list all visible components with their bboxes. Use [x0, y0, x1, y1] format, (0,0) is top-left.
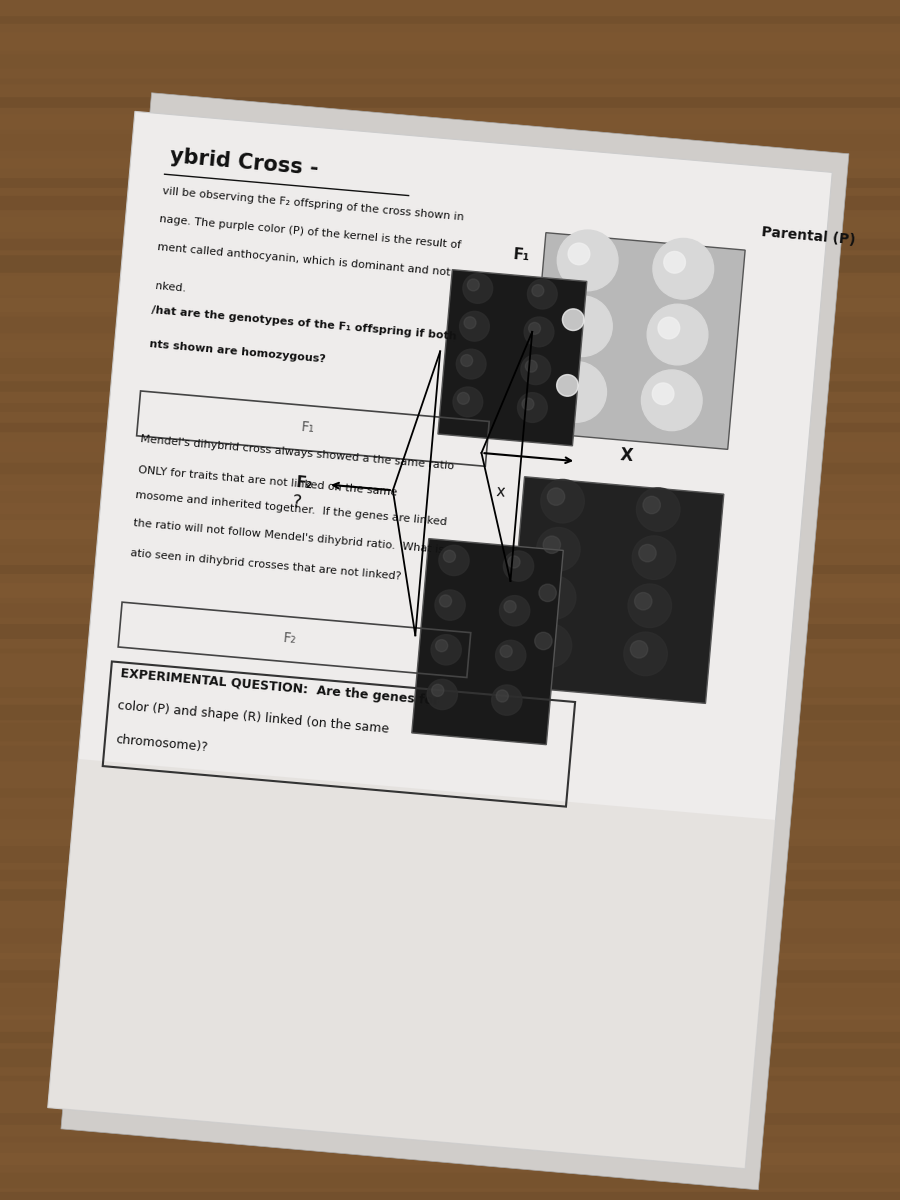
Circle shape	[500, 595, 530, 626]
Circle shape	[453, 386, 482, 416]
Polygon shape	[528, 233, 745, 449]
Circle shape	[432, 684, 444, 696]
Text: /hat are the genotypes of the F₁ offspring if both: /hat are the genotypes of the F₁ offspri…	[151, 305, 457, 342]
Polygon shape	[48, 112, 832, 1169]
Circle shape	[552, 296, 612, 356]
Circle shape	[428, 679, 457, 709]
Circle shape	[636, 487, 680, 532]
Circle shape	[457, 392, 469, 404]
Circle shape	[526, 360, 537, 372]
Circle shape	[527, 280, 557, 308]
Circle shape	[504, 600, 516, 613]
Circle shape	[652, 239, 714, 299]
Text: Mendel's dihybrid cross always showed a the same ratio: Mendel's dihybrid cross always showed a …	[140, 434, 454, 472]
Circle shape	[642, 370, 702, 431]
Circle shape	[545, 361, 607, 422]
Circle shape	[522, 398, 534, 410]
Circle shape	[521, 355, 551, 385]
Circle shape	[632, 536, 676, 580]
Circle shape	[535, 632, 552, 649]
Circle shape	[634, 593, 652, 610]
Text: color (P) and shape (R) linked (on the same: color (P) and shape (R) linked (on the s…	[117, 698, 390, 736]
Polygon shape	[506, 476, 724, 703]
Circle shape	[541, 479, 584, 523]
Text: ment called anthocyanin, which is dominant and not: ment called anthocyanin, which is domina…	[158, 242, 451, 277]
Text: EXPERIMENTAL QUESTION:  Are the genes for: EXPERIMENTAL QUESTION: Are the genes for	[120, 667, 439, 708]
Circle shape	[518, 392, 547, 422]
Circle shape	[556, 374, 579, 396]
Circle shape	[436, 640, 447, 652]
Text: vill be observing the F₂ offspring of the cross shown in: vill be observing the F₂ offspring of th…	[162, 186, 464, 222]
Circle shape	[456, 349, 486, 379]
Circle shape	[539, 584, 556, 601]
Text: mosome and inherited together.  If the genes are linked: mosome and inherited together. If the ge…	[135, 491, 447, 528]
Text: nked.: nked.	[155, 282, 186, 294]
Circle shape	[464, 317, 476, 329]
Circle shape	[647, 305, 708, 365]
Text: ONLY for traits that are not linked on the same: ONLY for traits that are not linked on t…	[138, 464, 398, 497]
Polygon shape	[61, 92, 849, 1190]
Circle shape	[628, 584, 671, 628]
Text: chromosome)?: chromosome)?	[114, 733, 208, 755]
Circle shape	[439, 545, 469, 576]
Circle shape	[630, 641, 648, 658]
Circle shape	[528, 323, 541, 335]
Circle shape	[503, 551, 534, 581]
Circle shape	[491, 685, 522, 715]
Text: the ratio will not follow Mendel's dihybrid ratio.  What is: the ratio will not follow Mendel's dihyb…	[133, 518, 444, 556]
Circle shape	[444, 551, 455, 563]
Circle shape	[643, 497, 661, 514]
Circle shape	[500, 646, 512, 658]
Circle shape	[568, 244, 590, 265]
Text: F₂: F₂	[295, 475, 313, 492]
Polygon shape	[48, 758, 776, 1169]
Circle shape	[624, 632, 667, 676]
Circle shape	[557, 230, 618, 290]
Polygon shape	[438, 270, 587, 446]
Text: atio seen in dihybrid crosses that are not linked?: atio seen in dihybrid crosses that are n…	[130, 548, 402, 582]
Circle shape	[496, 641, 526, 671]
Circle shape	[435, 590, 465, 620]
Circle shape	[496, 690, 508, 702]
Text: F₂: F₂	[283, 631, 297, 647]
Circle shape	[547, 488, 564, 505]
Circle shape	[528, 624, 572, 667]
Circle shape	[431, 635, 462, 665]
Text: Parental (P): Parental (P)	[761, 226, 857, 247]
Text: nage. The purple color (P) of the kernel is the result of: nage. The purple color (P) of the kernel…	[159, 214, 462, 250]
Polygon shape	[412, 539, 563, 745]
Circle shape	[508, 556, 520, 568]
Circle shape	[439, 595, 452, 607]
Circle shape	[543, 536, 561, 553]
Text: ybrid Cross -: ybrid Cross -	[168, 146, 319, 179]
Circle shape	[664, 252, 686, 274]
Text: ?: ?	[291, 492, 302, 511]
Circle shape	[562, 308, 584, 330]
Circle shape	[460, 311, 490, 341]
Circle shape	[639, 545, 656, 562]
Circle shape	[658, 317, 680, 338]
Circle shape	[533, 576, 576, 619]
Text: nts shown are homozygous?: nts shown are homozygous?	[149, 338, 326, 365]
Circle shape	[524, 317, 554, 347]
Circle shape	[463, 274, 492, 304]
Circle shape	[467, 278, 480, 290]
Text: F₁: F₁	[301, 420, 315, 436]
Circle shape	[652, 383, 674, 404]
Circle shape	[461, 354, 472, 366]
Text: F₁: F₁	[512, 247, 530, 264]
Circle shape	[536, 528, 580, 571]
Circle shape	[532, 284, 544, 296]
Text: X: X	[619, 446, 634, 466]
Text: x: x	[496, 485, 506, 500]
